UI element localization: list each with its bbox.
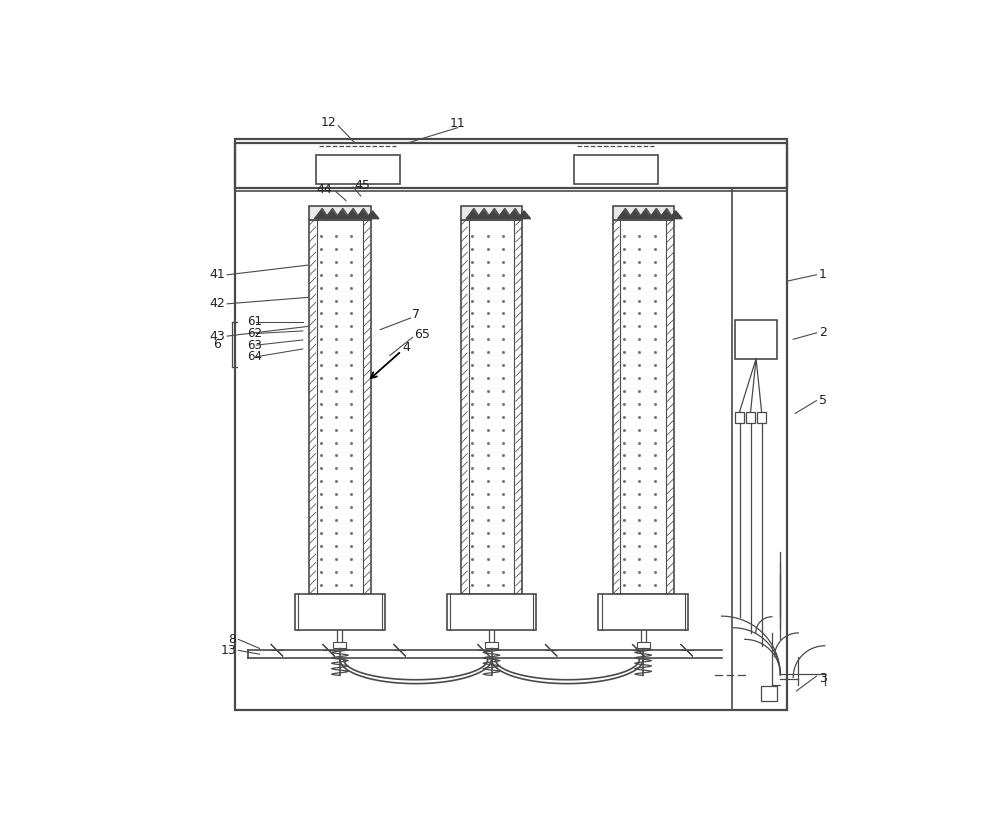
Polygon shape — [327, 209, 338, 216]
Text: 13: 13 — [221, 644, 236, 657]
Polygon shape — [366, 211, 379, 219]
Bar — [447, 594, 536, 629]
Text: 65: 65 — [414, 328, 430, 340]
Text: 45: 45 — [354, 179, 370, 192]
Bar — [316, 155, 400, 184]
Polygon shape — [325, 211, 338, 219]
Text: 6: 6 — [213, 338, 221, 351]
Polygon shape — [638, 211, 651, 219]
Text: 3: 3 — [819, 671, 827, 685]
Bar — [309, 206, 371, 220]
Polygon shape — [500, 209, 510, 216]
Bar — [309, 220, 371, 594]
Bar — [461, 220, 522, 594]
Polygon shape — [651, 209, 662, 216]
Polygon shape — [669, 211, 682, 219]
Bar — [574, 155, 658, 184]
Text: 1: 1 — [819, 268, 827, 282]
Bar — [746, 411, 755, 423]
Polygon shape — [314, 211, 327, 219]
Bar — [613, 220, 674, 594]
Polygon shape — [497, 211, 510, 219]
Polygon shape — [317, 209, 327, 216]
Polygon shape — [628, 211, 641, 219]
Text: 42: 42 — [210, 297, 225, 310]
Bar — [757, 411, 766, 423]
Text: 41: 41 — [210, 268, 225, 282]
Polygon shape — [518, 211, 531, 219]
Bar — [637, 642, 650, 649]
Polygon shape — [358, 209, 369, 216]
Polygon shape — [489, 209, 500, 216]
Text: 2: 2 — [819, 326, 827, 339]
Polygon shape — [507, 211, 520, 219]
Bar — [461, 206, 522, 220]
Polygon shape — [659, 211, 672, 219]
Text: 61: 61 — [247, 315, 262, 328]
Text: 63: 63 — [247, 339, 262, 352]
Text: 64: 64 — [247, 350, 262, 363]
Polygon shape — [641, 209, 651, 216]
Polygon shape — [631, 209, 641, 216]
Bar — [735, 411, 744, 423]
Polygon shape — [662, 209, 672, 216]
Polygon shape — [469, 209, 479, 216]
Text: 7: 7 — [412, 308, 420, 321]
Bar — [333, 642, 346, 649]
Polygon shape — [335, 211, 348, 219]
Text: 44: 44 — [316, 184, 332, 196]
Polygon shape — [487, 211, 500, 219]
Polygon shape — [649, 211, 662, 219]
Text: 12: 12 — [321, 116, 336, 129]
Bar — [735, 320, 777, 359]
Polygon shape — [348, 209, 358, 216]
Text: 4: 4 — [402, 340, 410, 354]
Polygon shape — [510, 209, 520, 216]
Polygon shape — [618, 211, 631, 219]
Polygon shape — [479, 209, 489, 216]
Text: 62: 62 — [247, 327, 262, 340]
Polygon shape — [345, 211, 358, 219]
Polygon shape — [338, 209, 348, 216]
Polygon shape — [466, 211, 479, 219]
Bar — [613, 206, 674, 220]
Bar — [485, 642, 498, 649]
Bar — [235, 139, 787, 188]
Bar — [235, 142, 787, 711]
Polygon shape — [356, 211, 369, 219]
Text: 11: 11 — [450, 116, 466, 130]
Text: 43: 43 — [210, 329, 225, 343]
Text: 8: 8 — [228, 633, 236, 646]
Polygon shape — [620, 209, 631, 216]
Polygon shape — [476, 211, 489, 219]
Bar — [598, 594, 688, 629]
Bar — [295, 594, 385, 629]
Bar — [761, 686, 777, 701]
Text: 5: 5 — [819, 394, 827, 407]
